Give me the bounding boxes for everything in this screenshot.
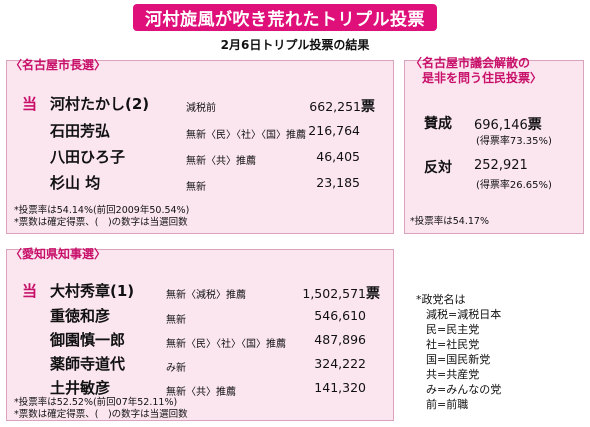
legend-heading: *政党名は <box>416 293 466 306</box>
candidate-name: 土井敏彦 <box>50 379 111 397</box>
candidate-votes: 662,251票 <box>309 99 375 115</box>
candidate-party: 減税前 <box>186 103 216 114</box>
candidate-votes: 487,896 <box>314 332 366 347</box>
candidate-name: 薬師寺道代 <box>50 355 126 373</box>
governor-candidate-row: 重徳和彦 <box>50 305 110 326</box>
candidate-votes: 546,610 <box>314 308 366 323</box>
page-subtitle: 2月6日トリプル投票の結果 <box>220 38 370 52</box>
candidate-party: み新 <box>166 363 186 374</box>
title-banner: 河村旋風が吹き荒れたトリプル投票 <box>133 4 437 31</box>
mayor-election-heading: 〈名古屋市長選〉 <box>10 58 107 72</box>
referendum-yes-votes: 696,146票 <box>474 117 542 133</box>
legend-item: 民=民主党 <box>426 323 480 336</box>
legend-item: 前=前職 <box>426 398 469 411</box>
mayor-note: *票数は確定得票、( )の数字は当選回数 <box>14 217 188 228</box>
governor-candidate-row: 土井敏彦 <box>50 377 110 398</box>
mayor-candidate-row: 石田芳弘 <box>50 120 110 141</box>
referendum-no-label: 反対 <box>424 160 452 176</box>
referendum-no-votes: 252,921 <box>474 158 528 173</box>
candidate-votes: 216,764 <box>308 123 360 138</box>
referendum-note: *投票率は54.17% <box>410 216 489 227</box>
candidate-name: 杉山 均 <box>50 174 101 192</box>
referendum-yes-label: 賛成 <box>424 116 452 132</box>
mayor-candidate-row: 河村たかし(2) <box>50 93 149 114</box>
referendum-box <box>404 60 584 234</box>
mayor-candidate-row: 八田ひろ子 <box>50 146 125 167</box>
mayor-winner-mark: 当 <box>22 95 38 113</box>
governor-election-box <box>6 249 394 421</box>
governor-note: *票数は確定得票、( )の数字は当選回数 <box>14 409 188 420</box>
mayor-election-box <box>6 60 394 234</box>
page-title: 河村旋風が吹き荒れたトリプル投票 <box>145 10 425 30</box>
legend-item: み=みんなの党 <box>426 383 502 396</box>
candidate-party: 無新〈共〉推薦 <box>166 387 236 398</box>
candidate-party: 無新〈共〉推薦 <box>186 156 256 167</box>
legend-item: 社=社民党 <box>426 338 480 351</box>
mayor-candidate-row: 杉山 均 <box>50 172 100 193</box>
candidate-party: 無新〈民〉〈社〉〈国〉推薦 <box>166 339 286 350</box>
candidate-name: 大村秀章(1) <box>50 282 135 300</box>
candidate-party: 無新 <box>166 315 186 326</box>
governor-candidate-row: 薬師寺道代 <box>50 353 125 374</box>
governor-winner-mark: 当 <box>22 282 38 300</box>
governor-candidate-row: 御園慎一郎 <box>50 329 125 350</box>
referendum-no-rate: (得票率26.65%) <box>476 180 552 191</box>
legend-item: 減税=減税日本 <box>426 308 502 321</box>
candidate-name: 八田ひろ子 <box>50 148 126 166</box>
candidate-votes: 141,320 <box>314 380 366 395</box>
referendum-yes-rate: (得票率73.35%) <box>476 136 552 147</box>
candidate-name: 御園慎一郎 <box>50 331 126 349</box>
candidate-votes: 1,502,571票 <box>302 286 380 302</box>
governor-election-heading: 〈愛知県知事選〉 <box>10 247 107 261</box>
candidate-party: 無新〈減税〉推薦 <box>166 290 246 301</box>
referendum-heading: 〈名古屋市議会解散の 是非を問う住民投票〉 <box>410 56 543 85</box>
mayor-note: *投票率は54.14%(前回2009年50.54%) <box>14 205 190 216</box>
candidate-party: 無新〈民〉〈社〉〈国〉推薦 <box>186 130 306 141</box>
legend-item: 共=共産党 <box>426 368 480 381</box>
candidate-name: 重徳和彦 <box>50 307 111 325</box>
candidate-name: 石田芳弘 <box>50 122 111 140</box>
candidate-party: 無新 <box>186 182 206 193</box>
candidate-votes: 46,405 <box>316 149 360 164</box>
governor-note: *投票率は52.52%(前回07年52.11%) <box>14 397 178 408</box>
candidate-votes: 324,222 <box>314 356 366 371</box>
legend-item: 国=国民新党 <box>426 353 491 366</box>
candidate-name: 河村たかし(2) <box>50 95 150 113</box>
governor-candidate-row: 大村秀章(1) <box>50 280 134 301</box>
candidate-votes: 23,185 <box>316 175 360 190</box>
party-abbreviation-legend: *政党名は 減税=減税日本 民=民主党 社=社民党 国=国民新党 共=共産党 み… <box>416 292 501 412</box>
